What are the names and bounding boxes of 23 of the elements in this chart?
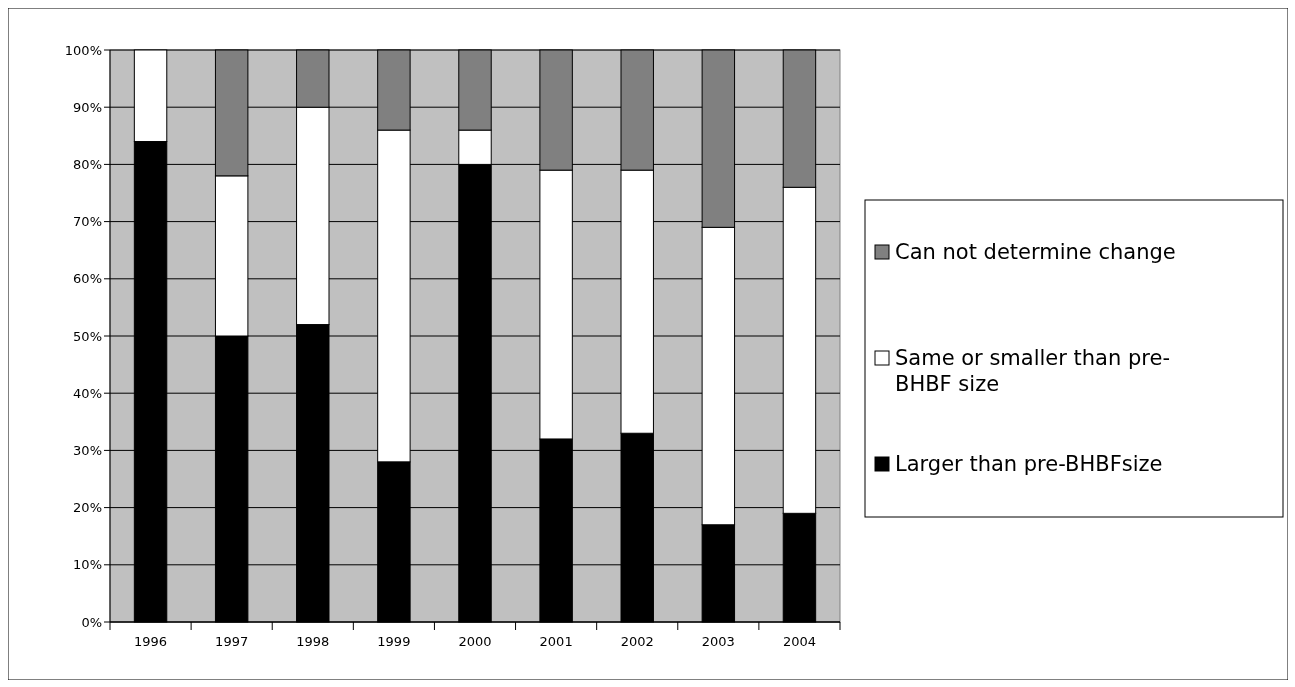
y-tick-label: 0% (81, 614, 102, 630)
y-tick-label: 100% (64, 42, 102, 58)
y-tick-label: 90% (73, 99, 102, 115)
y-tick-label: 40% (73, 385, 102, 401)
y-tick-label: 30% (73, 442, 102, 458)
y-tick-label: 50% (73, 328, 102, 344)
y-tick-label: 10% (73, 557, 102, 573)
y-tick-label: 60% (73, 271, 102, 287)
legend-label: Can not determine change (895, 240, 1176, 265)
x-tick-label: 1999 (377, 634, 411, 649)
x-tick-label: 2000 (458, 634, 492, 649)
x-tick-label: 1996 (134, 634, 168, 649)
x-tick-label: 1997 (215, 634, 249, 649)
y-tick-label: 80% (73, 156, 102, 172)
x-tick-label: 2003 (701, 634, 735, 649)
x-tick-label: 2004 (782, 634, 816, 649)
legend-label: Same or smaller than pre-BHBF size (895, 346, 1170, 396)
x-tick-label: 2001 (539, 634, 573, 649)
legend-label: Larger than pre-BHBFsize (895, 452, 1163, 477)
y-tick-label: 70% (73, 214, 102, 230)
y-tick-label: 20% (73, 500, 102, 516)
x-tick-label: 1998 (296, 634, 330, 649)
x-tick-label: 2002 (620, 634, 654, 649)
